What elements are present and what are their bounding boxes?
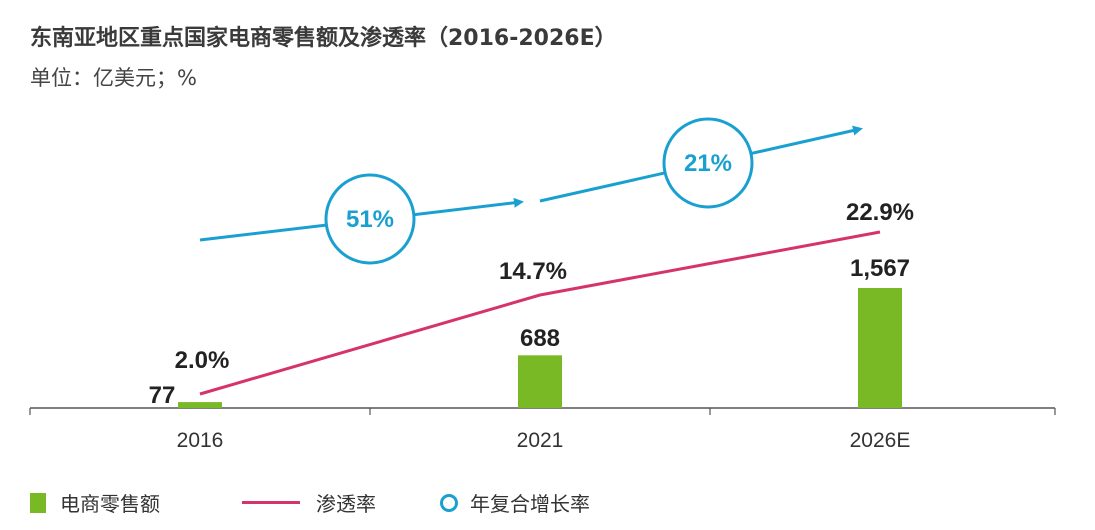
legend-item-sales: 电商零售额 [30,488,160,517]
penetration-value-label: 22.9% [846,199,914,226]
legend-label-cagr: 年复合增长率 [470,492,590,516]
chart-title: 东南亚地区重点国家电商零售额及渗透率（2016-2026E） [30,26,617,51]
bar-value-label: 77 [149,382,176,409]
chart-unit: 单位：亿美元；% [30,66,197,90]
cagr-label: 21% [684,150,732,177]
penetration-value-label: 2.0% [175,347,230,374]
legend-label-sales: 电商零售额 [60,492,160,516]
bar-value-label: 688 [520,325,560,352]
x-tick-label: 2021 [517,429,564,452]
x-tick-label: 2026E [850,429,911,452]
penetration-line [199,230,881,396]
legend-swatch-line [242,501,300,504]
cagr-label: 51% [346,206,394,233]
chart-legend: 电商零售额 渗透率 年复合增长率 [0,482,1095,522]
legend-swatch-circle [440,493,458,512]
legend-swatch-bar [30,492,46,513]
cagr-circle [324,173,416,265]
bar-2021 [518,355,562,408]
bar-2026E [858,288,902,408]
penetration-value-label: 14.7% [499,258,567,285]
legend-item-cagr: 年复合增长率 [440,488,590,517]
bar-value-label: 1,567 [850,255,910,282]
x-tick-label: 2016 [177,429,224,452]
legend-item-penetration: 渗透率 [242,488,376,517]
legend-label-penetration: 渗透率 [316,492,376,516]
bar-2016 [178,402,222,408]
cagr-circle [662,117,754,209]
chart-plot: 77 688 1,567 2.0% 14.7% 22.9% 51% 21% 2016 2021 20… [29,117,1056,452]
